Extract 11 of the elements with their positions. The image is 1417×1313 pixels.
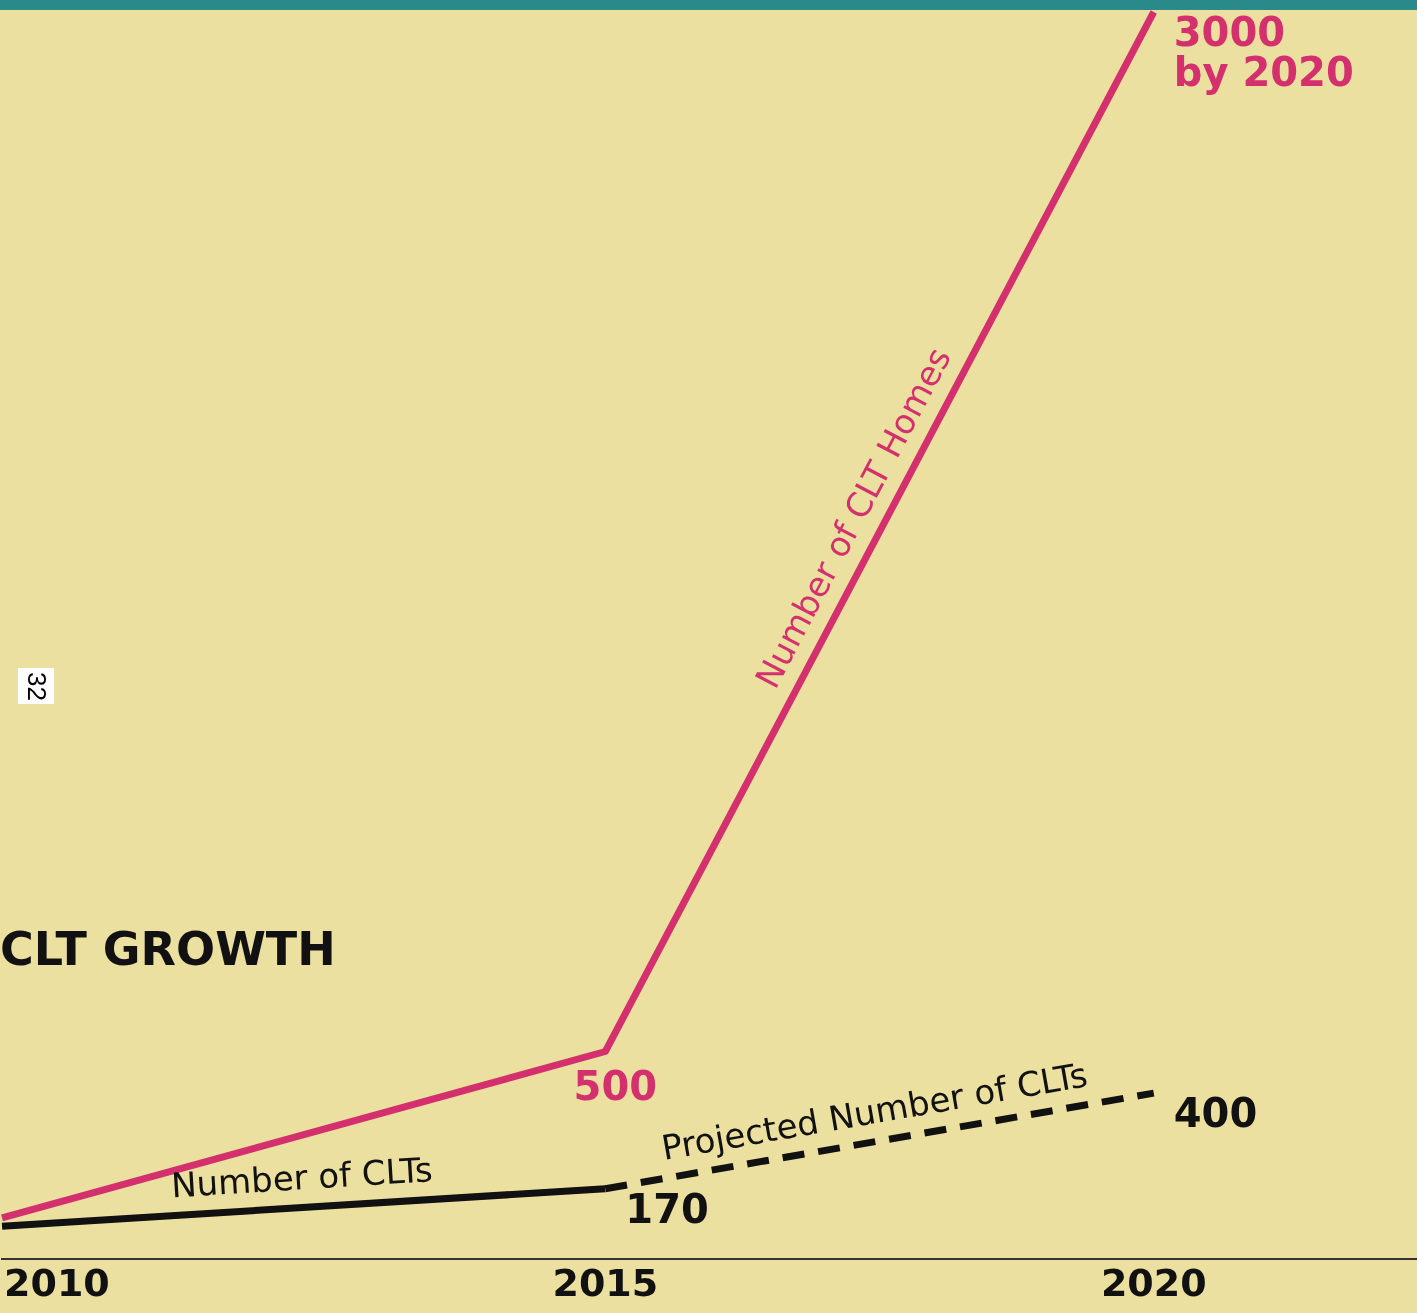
text: Projected Number of CLTs <box>658 1054 1091 1168</box>
series-label: Number of CLTs <box>169 1149 434 1206</box>
data-label: 170 <box>625 1186 709 1233</box>
x-tick-label: 2015 <box>552 1261 659 1306</box>
x-tick-label: 2020 <box>1100 1261 1207 1306</box>
annotation: 32 <box>20 671 52 701</box>
data-label: 3000 by 2020 <box>1173 9 1354 96</box>
data-label: 500 <box>573 1062 658 1109</box>
data-label: 400 <box>1173 1090 1258 1137</box>
text: CLT GROWTH <box>0 922 336 976</box>
x-tick-label: 2010 <box>4 1261 110 1306</box>
